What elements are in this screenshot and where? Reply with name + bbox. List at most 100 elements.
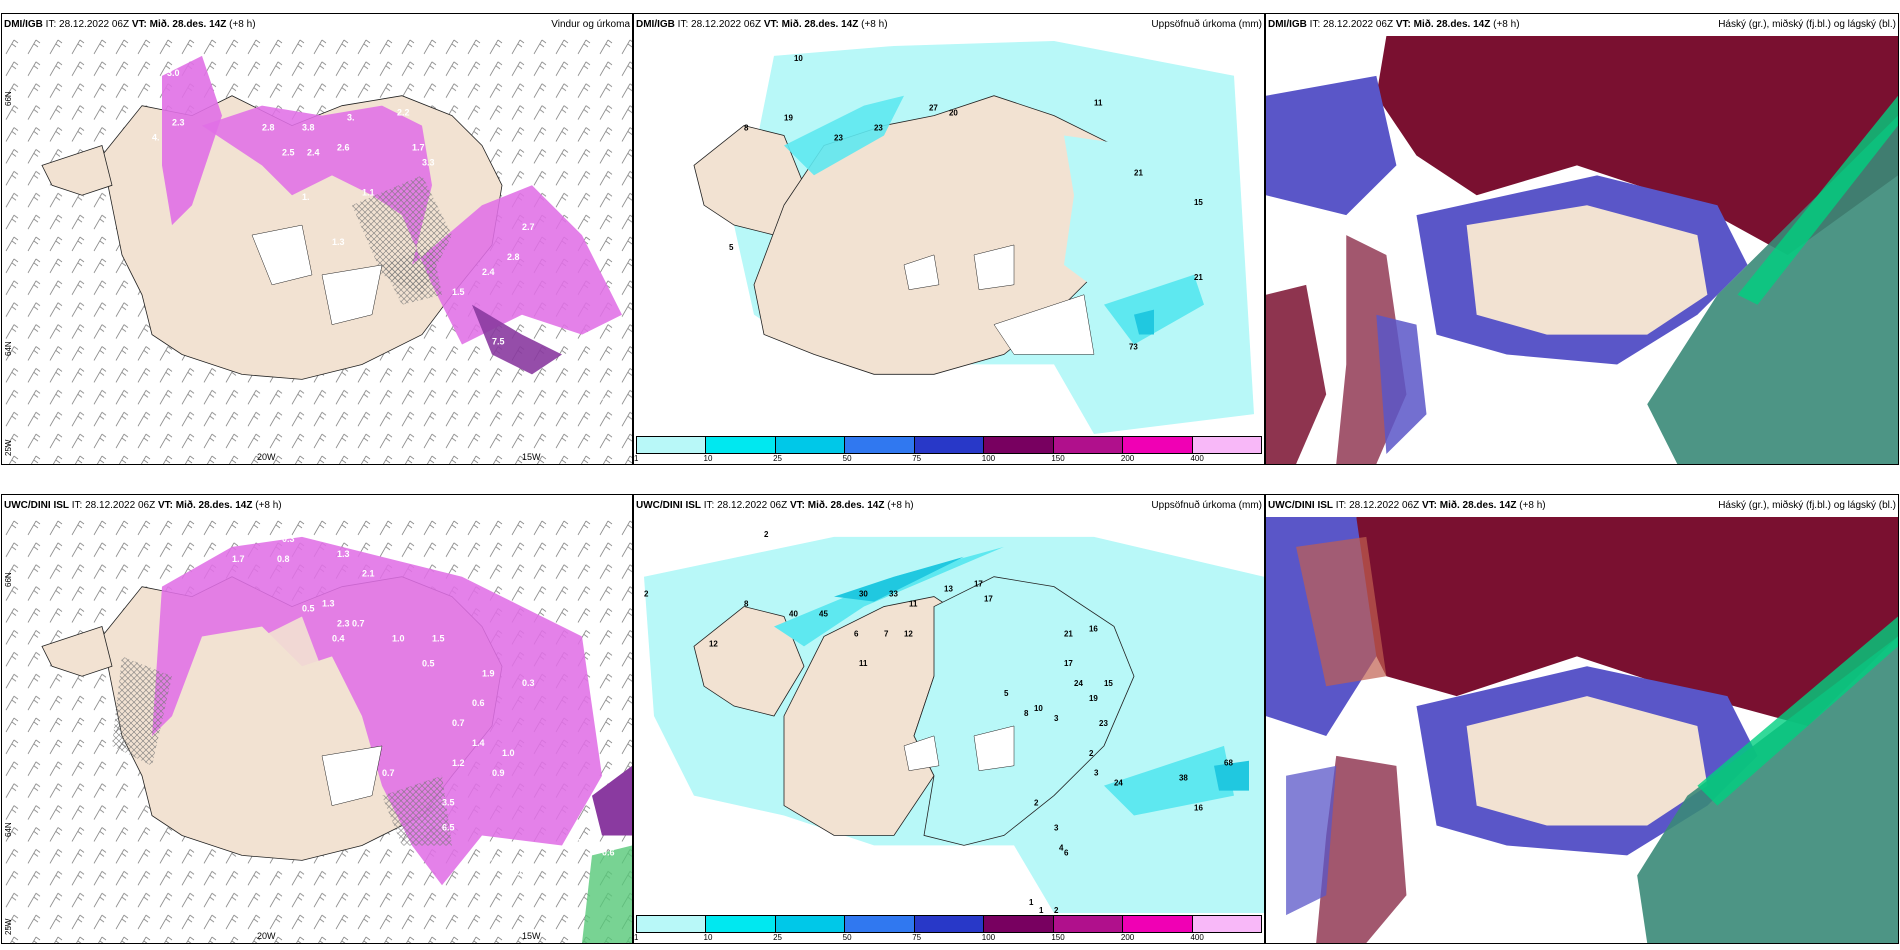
lead-time: (+8 h) bbox=[1493, 19, 1520, 30]
value-label: 23 bbox=[1099, 719, 1108, 728]
value-label: 2.4 bbox=[482, 267, 495, 277]
value-label: 0.8 bbox=[277, 554, 290, 564]
model-name: DMI/IGB bbox=[636, 19, 675, 30]
value-label: 0.7 bbox=[352, 619, 365, 629]
value-label: 23 bbox=[874, 124, 883, 133]
panel-row2-cloud: UWC/DINI ISL IT: 28.12.2022 06Z VT: Mið.… bbox=[1265, 494, 1899, 944]
panel-header: DMI/IGB IT: 28.12.2022 06Z VT: Mið. 28.d… bbox=[634, 14, 1264, 36]
lead-time: (+8 h) bbox=[229, 19, 256, 30]
value-label: 1. bbox=[302, 192, 310, 202]
value-label: 0.6 bbox=[602, 847, 615, 857]
value-label: 7.5 bbox=[492, 337, 505, 347]
colorbar-tick-label: 150 bbox=[1051, 933, 1065, 942]
value-label: 1.7 bbox=[232, 554, 245, 564]
model-name: UWC/DINI ISL bbox=[1268, 500, 1333, 511]
colorbar-swatch bbox=[706, 437, 776, 453]
value-label: 1.9 bbox=[482, 668, 495, 678]
colorbar-swatch bbox=[984, 916, 1054, 932]
colorbar-tick-label: 50 bbox=[842, 454, 852, 463]
panel-row2-accum: UWC/DINI ISL IT: 28.12.2022 06Z VT: Mið.… bbox=[633, 494, 1265, 944]
lead-time: (+8 h) bbox=[887, 500, 914, 511]
value-label: 19 bbox=[784, 114, 793, 123]
value-label: 3.3 bbox=[422, 157, 435, 167]
value-label: 0.5 bbox=[422, 658, 435, 668]
panel-title: Uppsöfnuð úrkoma (mm) bbox=[1151, 19, 1262, 30]
value-label: 2 bbox=[1034, 799, 1039, 808]
wind-precip-map[interactable]: 3.0 2.3 4. 2.8 3.8 3. 2.2 2.5 2.4 2.6 1.7 3.3 1.1 1. 1… bbox=[2, 36, 632, 464]
valid-time: VT: Mið. 28.des. 14Z bbox=[131, 19, 227, 30]
panel-row1-wind: DMI/IGB IT: 28.12.2022 06Z VT: Mið. 28.d… bbox=[1, 13, 633, 465]
value-label: 15.7 bbox=[577, 837, 595, 847]
panel-header: UWC/DINI ISL IT: 28.12.2022 06Z VT: Mið.… bbox=[1266, 495, 1898, 517]
value-label: 2 bbox=[1054, 906, 1059, 913]
value-label: 8 bbox=[744, 124, 749, 133]
cloud-cover-map[interactable] bbox=[1266, 517, 1898, 943]
value-label: 1.3 bbox=[332, 237, 345, 247]
value-label: 0.6 bbox=[472, 698, 485, 708]
colorbar-tick-label: 400 bbox=[1190, 933, 1204, 942]
lead-time: (+8 h) bbox=[861, 19, 888, 30]
value-label: 23 bbox=[834, 133, 843, 142]
value-label: 4 bbox=[1059, 843, 1064, 852]
valid-time: VT: Mið. 28.des. 14Z bbox=[1395, 19, 1491, 30]
colorbar-tick-label: 400 bbox=[1190, 454, 1204, 463]
issue-time: 28.12.2022 06Z bbox=[1323, 19, 1394, 30]
lon-label: 15W bbox=[522, 452, 541, 462]
lat-label: 66N bbox=[4, 572, 13, 587]
colorbar-tick-label: 1 bbox=[634, 454, 639, 463]
value-label: 68 bbox=[1224, 759, 1233, 768]
panel-title: Háský (gr.), miðský (fj.bl.) og lágský (… bbox=[1718, 19, 1896, 30]
value-label: 7 bbox=[884, 629, 889, 638]
value-label: 11 bbox=[909, 600, 918, 609]
colorbar-ticks: 1 10 25 50 75 100 150 200 400 bbox=[634, 933, 1262, 943]
value-label: 5 bbox=[1004, 689, 1009, 698]
value-label: 38 bbox=[1179, 774, 1188, 783]
value-label: 1.3 bbox=[337, 549, 350, 559]
colorbar-swatch bbox=[1192, 916, 1261, 932]
issue-time: 28.12.2022 06Z bbox=[717, 500, 788, 511]
accum-precip-map[interactable]: 2 2 8 30 33 40 45 13 17 11 7 6 11 12 17 12 21 16 17 24 15 5 10… bbox=[634, 517, 1264, 913]
lat-label: 25W bbox=[4, 918, 13, 935]
value-label: 21 bbox=[1134, 168, 1143, 177]
value-label: 15 bbox=[1194, 198, 1203, 207]
value-label: 8 bbox=[1024, 709, 1029, 718]
value-label: 15 bbox=[1104, 679, 1113, 688]
colorbar-swatch bbox=[845, 916, 915, 932]
colorbar-tick-label: 25 bbox=[773, 933, 783, 942]
value-label: 30 bbox=[859, 590, 868, 599]
valid-time: VT: Mið. 28.des. 14Z bbox=[789, 500, 885, 511]
value-label: 1.3 bbox=[322, 599, 335, 609]
model-name: DMI/IGB bbox=[4, 19, 43, 30]
panel-title: Uppsöfnuð úrkoma (mm) bbox=[1151, 500, 1262, 511]
issue-time: 28.12.2022 06Z bbox=[1349, 500, 1420, 511]
value-label: 11 bbox=[1094, 99, 1103, 108]
value-label: 21 bbox=[1064, 629, 1073, 638]
cloud-cover-map[interactable] bbox=[1266, 36, 1898, 464]
value-label: 1.1 bbox=[362, 187, 375, 197]
value-label: 0.4 bbox=[332, 633, 345, 643]
value-label: 0.3 bbox=[522, 678, 535, 688]
value-label: 2.7 bbox=[522, 222, 535, 232]
colorbar-swatch bbox=[1192, 437, 1261, 453]
colorbar-tick-label: 100 bbox=[981, 454, 996, 463]
value-label: 2.8 bbox=[507, 252, 520, 262]
wind-precip-map[interactable]: 0.4 0.3 1.7 0.8 1.3 2.1 1.3 0.5 2.3 0.7 0.4 1.0 1.5 0… bbox=[2, 517, 632, 943]
value-label: 5 bbox=[729, 243, 734, 252]
lon-label: 15W bbox=[522, 931, 541, 941]
value-label: 2.8 bbox=[262, 123, 275, 133]
colorbar-tick-label: 50 bbox=[842, 933, 852, 942]
panel-title: Háský (gr.), miðský (fj.bl.) og lágský (… bbox=[1718, 500, 1896, 511]
colorbar-swatches bbox=[636, 436, 1262, 454]
valid-time: VT: Mið. 28.des. 14Z bbox=[763, 19, 859, 30]
accum-precip-map[interactable]: 10 19 8 23 23 20 27 5 11 21 15 21 73 bbox=[634, 36, 1264, 434]
value-label: 0.9 bbox=[492, 768, 505, 778]
panel-header: DMI/IGB IT: 28.12.2022 06Z VT: Mið. 28.d… bbox=[2, 14, 632, 36]
colorbar-swatch bbox=[914, 437, 985, 453]
value-label: 2.3 bbox=[172, 118, 185, 128]
value-label: 5.2 bbox=[582, 396, 595, 406]
panel-row1-cloud: DMI/IGB IT: 28.12.2022 06Z VT: Mið. 28.d… bbox=[1265, 13, 1899, 465]
issue-time: 28.12.2022 06Z bbox=[59, 19, 130, 30]
colorbar-swatch bbox=[637, 916, 707, 932]
value-label: 27 bbox=[929, 104, 938, 113]
value-label: 4. bbox=[152, 133, 160, 143]
